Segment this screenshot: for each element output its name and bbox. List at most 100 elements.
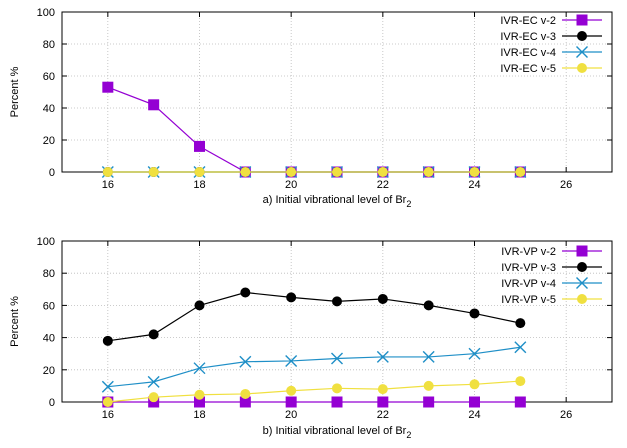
x-axis-label-main: a) Initial vibrational level of Br [263,194,407,206]
data-point [515,376,526,387]
x-axis-label: a) Initial vibrational level of Br2 [263,194,412,209]
x-tick-label: 26 [560,179,572,191]
x-tick-label: 26 [560,409,572,421]
data-point [285,354,298,367]
y-tick-label: 100 [37,7,55,19]
series-1 [102,287,526,346]
data-point [286,385,297,396]
y-axis-label: Percent % [9,296,21,347]
data-point [148,329,159,340]
x-tick-label: 24 [468,179,480,191]
data-point [148,392,159,403]
legend-marker [576,46,588,58]
y-tick-label: 20 [43,365,55,377]
data-point-stroke [147,375,160,388]
data-point-stroke [239,355,252,368]
data-point [514,396,526,408]
x-tick-label: 18 [193,179,205,191]
chart-panel-1: 16 18 20 22 24 26 0 20 40 60 80 100 Percent % b) Init… [9,236,613,440]
data-point [332,167,342,177]
data-point [285,396,297,408]
series-line [107,346,521,388]
legend-marker [577,294,587,304]
data-point [469,396,480,408]
y-tick-label: 0 [49,397,55,409]
data-point [194,389,205,400]
data-point-stroke [376,350,389,363]
legend: IVR-VP v-2 IVR-VP v-3 IVR-VP v-4 IVR-VP v-5 [501,245,602,306]
legend-marker-stroke [576,46,588,58]
legend-label: IVR-VP v-4 [501,278,556,290]
data-point [286,167,297,177]
y-tick-label: 40 [43,333,55,345]
legend-label: IVR-VP v-5 [501,294,556,306]
data-point [147,375,160,388]
data-point [423,380,434,391]
series-2 [101,341,527,393]
legend-label: IVR-EC v-5 [500,63,556,75]
series-line [107,380,521,403]
data-point [423,396,435,408]
legend-label: IVR-EC v-4 [500,47,556,59]
x-axis-label-subscript: 2 [406,430,411,440]
y-tick-label: 0 [49,167,55,179]
x-tick-label: 20 [285,409,297,421]
legend-marker [576,245,588,257]
data-point [377,293,388,304]
x-tick-label: 22 [377,409,389,421]
data-point [377,396,389,408]
data-point [515,167,526,177]
series-line [107,86,521,173]
x-axis-label-subscript: 2 [406,199,411,209]
series-3 [102,167,526,177]
series-line [107,291,521,342]
legend-label: IVR-EC v-3 [500,31,556,43]
x-axis-label-main: b) Initial vibrational level of Br [263,425,407,437]
legend-marker-stroke [576,277,588,289]
data-point [468,347,481,360]
data-point [423,300,434,311]
legend-marker [577,31,587,41]
data-point [332,296,342,307]
x-tick-label: 24 [468,409,480,421]
x-tick-label: 16 [102,179,114,191]
data-point-stroke [422,350,435,363]
data-point [239,355,252,368]
legend-marker [577,63,587,73]
data-point-stroke [514,341,527,354]
y-tick-label: 60 [43,300,55,312]
y-tick-label: 60 [43,71,55,83]
data-point [423,167,434,177]
y-tick-label: 100 [37,236,55,248]
y-tick-label: 40 [43,103,55,115]
legend-label: IVR-VP v-3 [501,262,556,274]
data-point [422,350,435,363]
data-point-stroke [331,352,343,365]
chart-panel-0: 16 18 20 22 24 26 0 20 40 60 80 100 Percent % a) Init… [9,7,613,209]
data-point [515,318,526,329]
y-tick-label: 80 [43,39,55,51]
legend: IVR-EC v-2 IVR-EC v-3 IVR-EC v-4 IVR-EC v-5 [500,14,602,75]
data-point [469,379,480,390]
x-axis-label: b) Initial vibrational level of Br2 [263,425,412,440]
legend-marker [576,277,588,289]
legend-marker [576,14,588,26]
data-point-stroke [101,380,114,393]
data-point [194,140,205,152]
legend-label: IVR-EC v-2 [500,15,556,27]
x-tick-label: 20 [285,179,297,191]
data-point [377,384,388,395]
data-point [102,81,114,93]
x-tick-label: 22 [377,179,389,191]
y-axis-label: Percent % [9,66,21,117]
y-tick-label: 80 [43,268,55,280]
data-point-stroke [285,354,298,367]
legend-marker [577,262,587,272]
data-point [102,167,113,177]
data-point [194,300,205,311]
data-point [332,383,342,394]
y-tick-label: 20 [43,135,55,147]
data-point [101,380,114,393]
